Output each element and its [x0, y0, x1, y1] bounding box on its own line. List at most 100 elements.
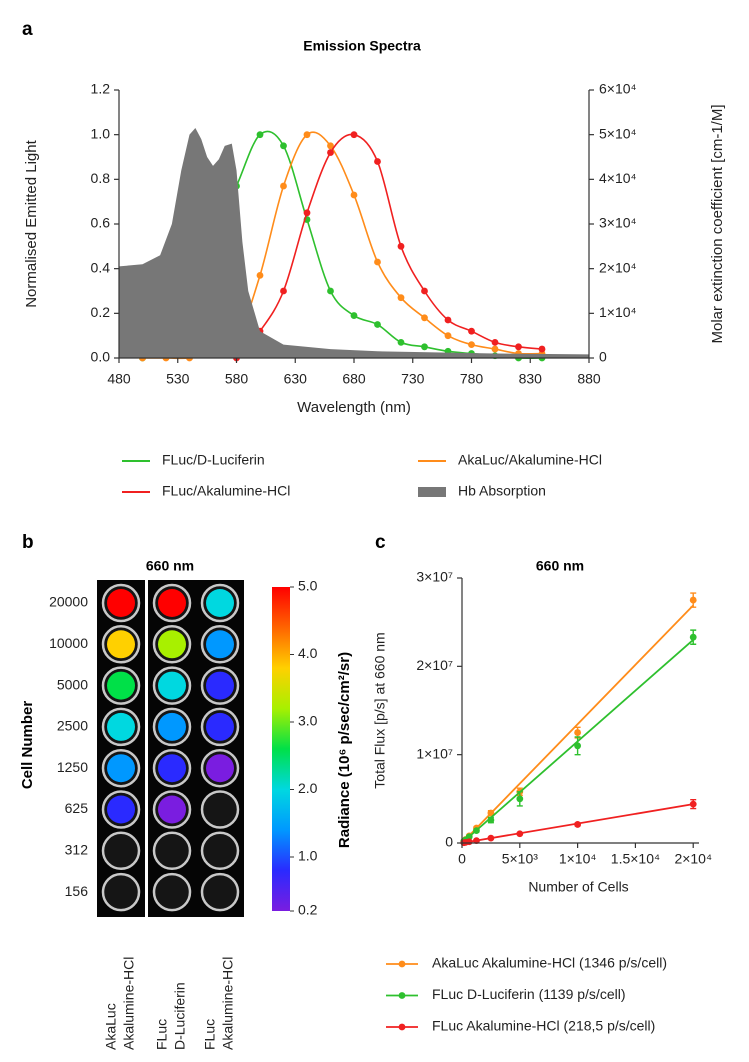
colorbar-tick-label: 2.0	[298, 780, 318, 796]
x-tick-label: 780	[460, 371, 484, 387]
y-tick-label: 0.0	[91, 349, 111, 365]
panel-label: a	[22, 19, 33, 40]
x-tick-label: 5×10³	[502, 851, 539, 867]
point	[491, 338, 499, 346]
point	[487, 816, 495, 824]
point	[444, 332, 452, 340]
point	[574, 729, 582, 736]
point	[468, 341, 475, 348]
x-tick-label: 730	[401, 371, 425, 387]
point	[487, 809, 495, 817]
row-label: 156	[65, 883, 89, 899]
point	[374, 321, 381, 328]
well-signal	[107, 589, 135, 617]
point	[374, 158, 381, 165]
point	[397, 242, 405, 250]
well-signal	[206, 630, 234, 659]
legend-label: FLuc/Akalumine-HCl	[162, 483, 290, 499]
point	[421, 287, 428, 295]
y2-tick-label: 0	[599, 349, 607, 365]
colorbar-label: Radiance (10⁶ p/sec/cm²/sr)	[336, 652, 353, 848]
well	[200, 831, 240, 871]
point	[303, 209, 311, 217]
point	[444, 316, 452, 324]
point	[689, 596, 697, 604]
well-signal	[158, 754, 186, 783]
legend-label: FLuc Akalumine-HCl (218,5 p/s/cell)	[432, 1018, 655, 1034]
x-axis-label: Number of Cells	[528, 879, 628, 895]
column-label: FLuc	[154, 1019, 170, 1050]
well-signal	[107, 754, 135, 783]
row-label: 10000	[49, 635, 88, 651]
y-tick-label: 0.8	[91, 170, 111, 186]
point	[397, 294, 405, 302]
y-axis-label: Total Flux [p/s] at 660 nm	[372, 632, 388, 788]
x-tick-label: 830	[519, 371, 543, 387]
y2-tick-label: 6×10⁴	[599, 81, 637, 97]
x-tick-label: 1.5×10⁴	[611, 851, 660, 867]
colorbar-tick-label: 1.0	[298, 848, 318, 864]
point	[327, 142, 334, 150]
point	[280, 142, 287, 150]
row-label: 20000	[49, 594, 88, 610]
row-label: 2500	[57, 718, 88, 734]
well	[200, 872, 240, 912]
legend-marker	[398, 960, 406, 968]
y-tick-label: 0.2	[91, 304, 111, 320]
y-axis-label: Cell Number	[19, 701, 36, 790]
well-signal	[158, 712, 186, 741]
legend-swatch	[418, 487, 446, 497]
x-axis-label: Wavelength (nm)	[297, 399, 411, 416]
panel-label: b	[22, 532, 34, 553]
well-signal	[206, 671, 234, 700]
point	[473, 837, 480, 845]
colorbar	[272, 587, 290, 911]
axis-line	[461, 578, 699, 844]
column-label: AkaLuc	[103, 1003, 119, 1050]
y2-tick-label: 4×10⁴	[599, 170, 637, 186]
row-label: 5000	[57, 676, 88, 692]
y-tick-label: 0.6	[91, 215, 111, 231]
colorbar-tick-label: 3.0	[298, 713, 318, 729]
point	[350, 131, 358, 139]
x-tick-label: 480	[107, 371, 131, 387]
point	[327, 149, 334, 156]
series-line	[235, 133, 543, 359]
x-tick-label: 530	[166, 371, 190, 387]
well-signal	[206, 589, 234, 617]
point	[303, 131, 311, 139]
point	[280, 182, 287, 190]
point	[327, 287, 334, 295]
legend-label: AkaLuc/Akalumine-HCl	[458, 452, 602, 468]
x-tick-label: 1×10⁴	[559, 851, 597, 867]
x-tick-label: 2×10⁴	[674, 851, 712, 867]
y-tick-label: 1×10⁷	[416, 745, 453, 761]
x-tick-label: 880	[577, 371, 601, 387]
legend-label: Hb Absorption	[458, 483, 546, 499]
column-label: Akalumine-HCl	[220, 957, 236, 1050]
area	[119, 127, 589, 358]
point	[468, 327, 475, 335]
legend-label: FLuc D-Luciferin (1139 p/s/cell)	[432, 986, 625, 1002]
chart-title: 660 nm	[536, 558, 584, 574]
y-axis-label: Normalised Emitted Light	[23, 139, 40, 307]
well	[152, 831, 192, 871]
point	[516, 795, 524, 803]
point	[689, 633, 697, 641]
point	[350, 312, 358, 319]
y2-tick-label: 5×10⁴	[599, 125, 637, 141]
well-signal	[158, 795, 186, 824]
row-label: 1250	[57, 759, 88, 775]
y-tick-label: 1.0	[91, 125, 111, 141]
colorbar-tick-label: 0.2	[298, 902, 318, 918]
point	[374, 258, 381, 266]
point	[397, 338, 405, 346]
well-signal	[158, 589, 186, 617]
point	[538, 345, 546, 353]
y-tick-label: 0.4	[91, 259, 111, 275]
point	[280, 287, 287, 295]
column-label: Akalumine-HCl	[121, 957, 137, 1050]
chart-title: Emission Spectra	[303, 38, 421, 54]
point	[689, 800, 697, 808]
well	[101, 872, 141, 912]
